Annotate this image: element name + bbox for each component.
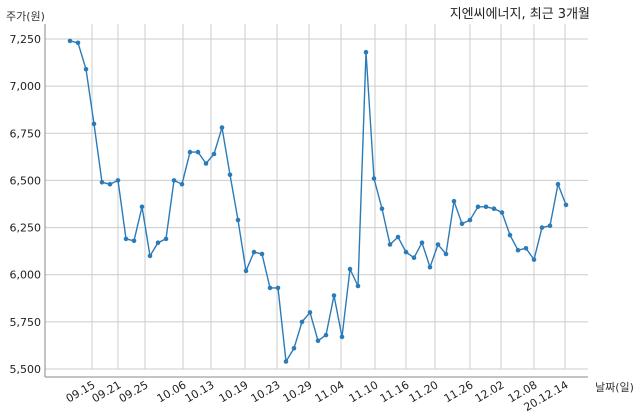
axes: [44, 24, 588, 378]
data-point: [323, 332, 329, 338]
y-tick-label: 6,750: [10, 127, 42, 140]
y-tick-label: 6,000: [10, 269, 42, 282]
data-point: [491, 206, 497, 211]
data-point: [187, 149, 193, 155]
x-tick-label: 11.20: [407, 378, 441, 405]
data-point: [395, 234, 401, 240]
y-tick-label: 5,500: [10, 363, 42, 376]
y-tick-label: 6,500: [10, 174, 42, 187]
data-point: [75, 40, 81, 46]
data-point: [227, 172, 233, 178]
data-point: [259, 251, 265, 257]
data-point: [163, 236, 169, 242]
x-tick-label: 09.25: [117, 378, 151, 405]
data-point: [291, 346, 297, 351]
series-price: [67, 38, 569, 364]
data-point: [547, 223, 553, 228]
x-tick-label: 10.23: [249, 378, 283, 405]
data-point: [475, 204, 481, 210]
x-tick-label: 09.21: [90, 378, 124, 405]
data-point: [523, 246, 529, 251]
data-point: [339, 334, 345, 340]
data-point: [211, 151, 217, 157]
data-point: [107, 181, 113, 187]
data-point: [427, 264, 433, 270]
data-point: [355, 283, 361, 289]
data-point: [419, 240, 425, 245]
data-point: [179, 181, 185, 187]
x-axis-title: 날짜(일): [595, 380, 634, 394]
data-point: [331, 293, 337, 298]
data-point: [451, 198, 457, 204]
data-point: [195, 149, 201, 155]
y-tick-label: 5,750: [10, 316, 42, 329]
data-point: [459, 221, 465, 227]
data-point: [371, 176, 377, 181]
data-point: [155, 240, 161, 245]
data-point: [539, 225, 545, 230]
x-tick-label: 10.19: [217, 378, 251, 405]
data-point: [99, 180, 105, 185]
data-point: [203, 161, 209, 166]
data-point: [435, 242, 441, 247]
x-tick-label: 12.02: [473, 378, 507, 405]
data-point: [403, 249, 409, 255]
data-point: [387, 242, 393, 247]
data-point: [299, 319, 305, 325]
data-point: [83, 66, 89, 72]
x-tick-label: 11.10: [347, 378, 381, 405]
data-point: [347, 266, 353, 272]
data-point: [139, 204, 145, 210]
data-point: [467, 217, 473, 223]
data-point: [283, 359, 289, 364]
x-tick-label: 10.29: [281, 378, 315, 405]
data-point: [411, 255, 417, 260]
data-point: [67, 38, 73, 44]
x-tick-label: 11.04: [313, 378, 347, 405]
data-point: [307, 310, 313, 315]
x-tick-label: 11.16: [378, 378, 412, 405]
data-point: [115, 178, 121, 183]
data-point: [219, 125, 225, 130]
data-point: [131, 238, 137, 244]
data-point: [499, 210, 505, 215]
data-point: [379, 206, 385, 211]
x-tick-label: 11.26: [442, 378, 476, 405]
data-point: [251, 249, 257, 255]
x-tick-label: 10.13: [183, 378, 217, 405]
data-point: [235, 217, 241, 223]
x-tick-label: 10.06: [155, 378, 189, 405]
data-point: [147, 253, 153, 259]
data-point: [443, 251, 449, 257]
data-point: [171, 178, 177, 183]
data-point: [267, 285, 273, 291]
data-point: [531, 257, 537, 262]
data-point: [363, 49, 369, 55]
y-tick-label: 6,250: [10, 222, 42, 235]
y-tick-labels: 5,500 5,750 6,000 6,250 6,500 6,750 7,000 7,250: [10, 33, 42, 376]
y-tick-label: 7,250: [10, 33, 42, 46]
data-point: [555, 181, 561, 187]
data-point: [563, 202, 569, 208]
data-point: [507, 232, 513, 238]
data-point: [123, 236, 129, 242]
data-point: [91, 121, 97, 127]
data-point: [243, 268, 249, 274]
grid: [45, 24, 588, 370]
y-axis-title: 주가(원): [6, 10, 45, 23]
y-tick-label: 7,000: [10, 80, 42, 93]
data-point: [315, 338, 321, 344]
data-point: [483, 204, 489, 210]
data-point: [515, 247, 521, 253]
price-line: [69, 40, 567, 364]
chart-title: 지엔씨에너지, 최근 3개월: [450, 7, 590, 22]
data-point: [275, 285, 281, 291]
